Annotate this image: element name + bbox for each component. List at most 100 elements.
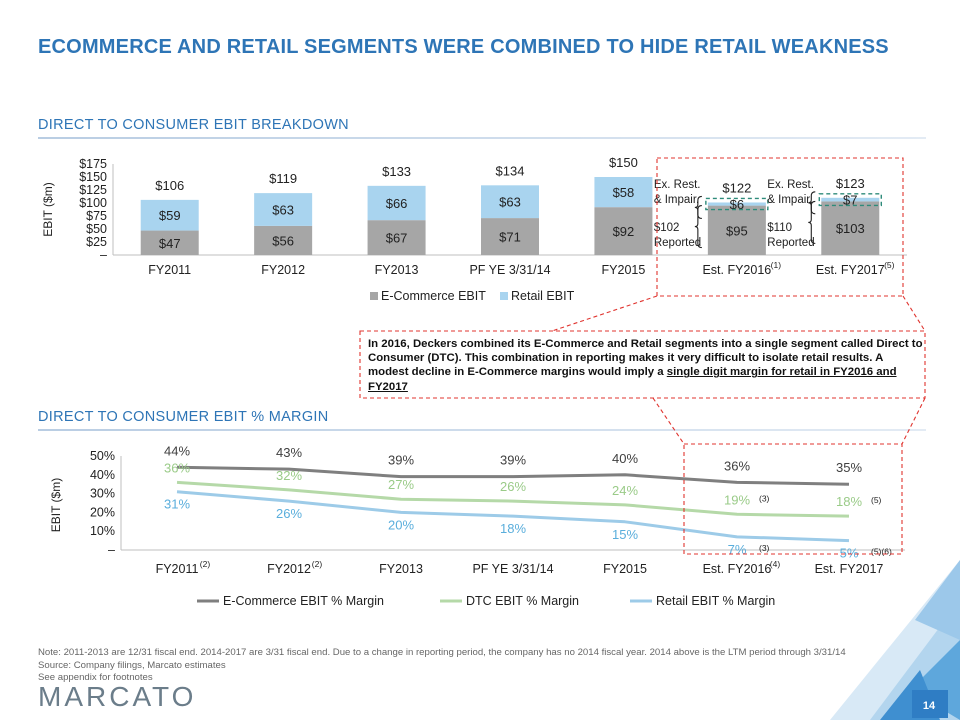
- bar-ecommerce-ebit: [140, 230, 199, 255]
- x-category-label: FY2015: [602, 263, 646, 277]
- bar-label-retail: $6: [730, 197, 744, 212]
- annotation-upper: & Impair.: [767, 194, 812, 206]
- x-category-label: Est. FY2017: [815, 562, 884, 576]
- data-label: 5%: [840, 546, 859, 561]
- data-label: 35%: [836, 460, 862, 475]
- bar-label-ecommerce: $67: [386, 231, 408, 246]
- y-tick-label: 30%: [90, 487, 115, 501]
- bar-ecommerce-ebit: [821, 201, 880, 255]
- data-label-footnote: (3): [759, 493, 770, 503]
- legend-swatch: [370, 292, 378, 300]
- x-category-label: FY2013: [379, 562, 423, 576]
- annotation-lower: Reported: [654, 237, 701, 249]
- x-category-label: Est. FY2017: [816, 263, 885, 277]
- bar-label-retail: $58: [613, 185, 635, 200]
- y-tick-label: $175: [79, 157, 107, 171]
- section-divider: [38, 137, 926, 139]
- connector-line: [652, 397, 685, 445]
- data-label: 26%: [276, 506, 302, 521]
- lower-brace: [808, 200, 816, 244]
- bar-ecommerce-ebit: [254, 225, 313, 255]
- bar-ecommerce-ebit: [707, 205, 766, 255]
- connector-line: [901, 397, 926, 445]
- bar-retail-ebit: [707, 202, 766, 206]
- bar-label-retail: $63: [499, 195, 521, 210]
- callout-underline: single digit margin for retail in FY2016…: [368, 366, 897, 393]
- section-title-ebit-margin: DIRECT TO CONSUMER EBIT % MARGIN: [38, 409, 329, 425]
- footnotes: Note: 2011-2013 are 12/31 fiscal end. 20…: [38, 647, 846, 685]
- bar-label-ecommerce: $103: [836, 221, 865, 236]
- highlight-box-bars: [656, 157, 904, 297]
- y-tick-label: –: [100, 248, 107, 262]
- data-label: 39%: [500, 453, 526, 468]
- y-tick-label: 50%: [90, 449, 115, 463]
- x-category-footnote: (1): [771, 260, 782, 270]
- data-label: 19%: [724, 492, 750, 507]
- bar-total-label: $119: [269, 171, 297, 186]
- bar-ecommerce-ebit: [481, 218, 539, 255]
- x-category-label: Est. FY2016: [703, 562, 772, 576]
- data-label: 15%: [612, 527, 638, 542]
- legend-label: E-Commerce EBIT % Margin: [223, 594, 384, 608]
- y-tick-label: 20%: [90, 505, 115, 519]
- legend-label: Retail EBIT % Margin: [656, 594, 775, 608]
- data-label: 44%: [164, 443, 190, 458]
- section-title-ebit-breakdown: DIRECT TO CONSUMER EBIT BREAKDOWN: [38, 117, 349, 133]
- legend-label: E-Commerce EBIT: [381, 289, 486, 303]
- bar-label-ecommerce: $56: [272, 233, 294, 248]
- y-axis-label: EBIT ($m): [41, 182, 55, 236]
- x-category-label: FY2012: [267, 562, 311, 576]
- bar-label-retail: $66: [386, 196, 408, 211]
- bar-label-ecommerce: $95: [726, 223, 748, 238]
- data-label-footnote: (5): [871, 495, 882, 505]
- annotation-lower: $102: [654, 222, 680, 234]
- y-axis-label: EBIT ($m): [49, 478, 63, 532]
- bar-ecommerce-ebit: [594, 207, 653, 255]
- bar-label-retail: $63: [272, 203, 294, 218]
- x-category-footnote: (5): [884, 260, 895, 270]
- bar-retail-ebit: [821, 197, 880, 202]
- series-line: [176, 480, 850, 518]
- data-label: 39%: [388, 453, 414, 468]
- bar-label-ecommerce: $71: [499, 230, 521, 245]
- bar-retail-ebit: [481, 185, 539, 219]
- annotation-upper: Ex. Rest.: [767, 179, 814, 191]
- data-label: 32%: [276, 468, 302, 483]
- connector-line: [902, 295, 926, 332]
- retail-highlight-box: [818, 193, 882, 207]
- y-tick-label: 40%: [90, 468, 115, 482]
- data-label: 36%: [164, 460, 190, 475]
- bar-retail-ebit: [140, 199, 199, 231]
- data-label: 7%: [728, 542, 747, 557]
- callout-body: In 2016, Deckers combined its E-Commerce…: [368, 338, 923, 379]
- bar-retail-ebit: [367, 185, 426, 221]
- retail-highlight-box: [705, 197, 769, 211]
- data-label: 20%: [388, 517, 414, 532]
- annotation-lower: $110: [767, 222, 792, 234]
- y-tick-label: $75: [86, 209, 107, 223]
- y-tick-label: –: [108, 543, 115, 557]
- x-category-footnote: (4): [770, 559, 781, 569]
- callout-overlays: [359, 157, 926, 555]
- series-line: [176, 465, 850, 486]
- x-category-label: FY2011: [148, 263, 191, 277]
- x-category-label: FY2011: [156, 562, 199, 576]
- x-category-footnote: (2): [200, 559, 211, 569]
- data-label-footnote: (3): [759, 543, 770, 553]
- source-line: Source: Company filings, Marcato estimat…: [38, 659, 226, 671]
- appendix-line: See appendix for footnotes: [38, 672, 153, 684]
- legend-label: DTC EBIT % Margin: [466, 594, 579, 608]
- ebit-margin-chart: EBIT ($m) – 10% 20% 30% 40% 50% 44% 43% 39% 39% 40%…: [49, 443, 905, 608]
- data-label: 24%: [612, 483, 638, 498]
- y-tick-label: $50: [86, 222, 107, 236]
- x-category-label: PF YE 3/31/14: [472, 562, 553, 576]
- x-category-footnote: (2): [312, 559, 323, 569]
- bar-retail-ebit: [594, 177, 653, 208]
- data-label-footnote: (5)(6): [871, 547, 892, 557]
- annotation-upper: Ex. Rest.: [654, 179, 701, 191]
- data-label: 31%: [164, 497, 190, 512]
- data-label: 26%: [500, 479, 526, 494]
- highlight-box-margins: [683, 443, 903, 555]
- annotation-upper: & Impair.: [654, 194, 699, 206]
- corner-decoration: [830, 560, 960, 720]
